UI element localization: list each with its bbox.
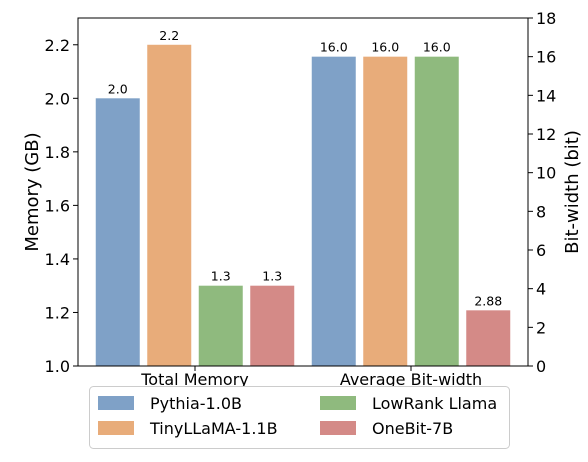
- legend-label: TinyLLaMA-1.1B: [149, 419, 278, 438]
- right-axis: 0 2 4 6 8 10 12 14 16 18: [528, 9, 556, 376]
- left-axis-label: Memory (GB): [22, 132, 43, 251]
- right-tick-label: 0: [536, 357, 546, 376]
- legend-swatch: [98, 421, 134, 435]
- left-tick-label: 2.2: [45, 36, 70, 55]
- bar: [466, 310, 511, 366]
- bar-value-label: 1.3: [211, 269, 231, 284]
- legend-swatch: [320, 396, 356, 410]
- legend-label: LowRank Llama: [372, 394, 497, 413]
- bar-value-label: 16.0: [371, 40, 399, 55]
- right-tick-label: 16: [536, 48, 556, 67]
- x-tick-label: Total Memory: [140, 370, 249, 389]
- right-tick-label: 8: [536, 202, 546, 221]
- right-tick-label: 18: [536, 9, 556, 28]
- bars: [95, 44, 511, 367]
- right-tick-label: 12: [536, 125, 556, 144]
- plot-frame: [77, 17, 529, 367]
- legend-swatch: [98, 396, 134, 410]
- bar-value-label: 16.0: [320, 40, 348, 55]
- bar-value-label: 2.2: [159, 28, 179, 43]
- bar-value-label: 1.3: [262, 269, 282, 284]
- left-tick-label: 2.0: [45, 89, 70, 108]
- bar: [95, 98, 140, 367]
- legend: Pythia-1.0B TinyLLaMA-1.1B LowRank Llama On…: [89, 386, 510, 449]
- bar: [250, 285, 295, 366]
- legend-swatch: [320, 421, 356, 435]
- bar: [311, 56, 356, 367]
- legend-item: LowRank Llama: [320, 394, 497, 413]
- right-tick-label: 2: [536, 318, 546, 337]
- bar: [198, 285, 243, 366]
- right-tick-label: 10: [536, 164, 556, 183]
- bar-value-label: 2.0: [108, 81, 128, 96]
- legend-item: TinyLLaMA-1.1B: [98, 419, 278, 438]
- bar-labels: 2.0 2.2 1.3 1.3 16.0 16.0 16.0 2.88: [108, 28, 502, 309]
- bar-value-label: 2.88: [474, 293, 502, 308]
- left-tick-label: 1.6: [45, 196, 70, 215]
- legend-box: [89, 386, 510, 449]
- left-tick-label: 1.0: [45, 357, 70, 376]
- left-axis: 1.0 1.2 1.4 1.6 1.8 2.0 2.2: [45, 36, 78, 376]
- right-tick-label: 4: [536, 280, 546, 299]
- left-tick-label: 1.4: [45, 250, 70, 269]
- legend-label: OneBit-7B: [372, 419, 453, 438]
- x-axis: Total Memory Average Bit-width: [140, 366, 482, 389]
- right-axis-label: Bit-width (bit): [562, 130, 583, 254]
- right-tick-label: 6: [536, 241, 546, 260]
- bar: [147, 44, 192, 367]
- legend-item: Pythia-1.0B: [98, 394, 242, 413]
- bar-value-label: 16.0: [423, 40, 451, 55]
- x-tick-label: Average Bit-width: [340, 370, 482, 389]
- legend-label: Pythia-1.0B: [150, 394, 242, 413]
- bar: [414, 56, 459, 367]
- right-tick-label: 14: [536, 86, 556, 105]
- left-tick-label: 1.2: [45, 303, 70, 322]
- legend-item: OneBit-7B: [320, 419, 453, 438]
- bar: [363, 56, 408, 367]
- left-tick-label: 1.8: [45, 143, 70, 162]
